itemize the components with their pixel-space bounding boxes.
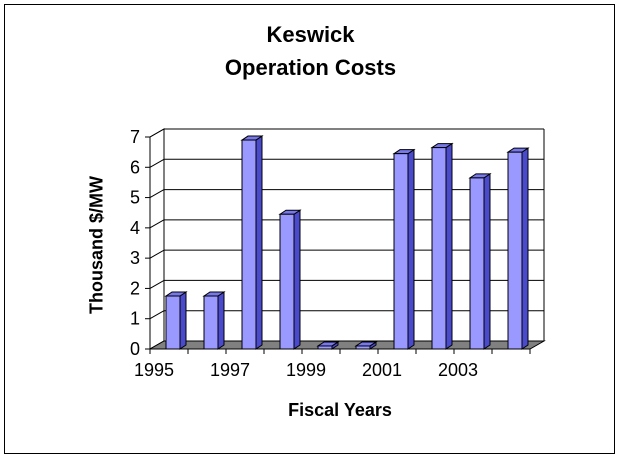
y-tick-label-7: 7 xyxy=(130,127,140,147)
bar-2001-side xyxy=(407,148,415,350)
bar-2002-side xyxy=(445,142,453,350)
bar-1995-side xyxy=(179,291,187,350)
bar-2000 xyxy=(355,345,371,350)
bar-1998 xyxy=(279,213,295,350)
bar-2003 xyxy=(469,177,485,350)
bar-2004 xyxy=(507,151,523,350)
y-tick-label-4: 4 xyxy=(130,218,140,238)
chart-title: Keswick Operation Costs xyxy=(0,18,621,84)
bar-2002 xyxy=(431,147,447,350)
left-wall-tick-3 xyxy=(149,249,165,259)
bar-1998-side xyxy=(293,209,301,350)
bar-1996 xyxy=(203,295,219,350)
bar-1997-side xyxy=(255,135,263,350)
y-tick-label-0: 0 xyxy=(130,339,140,359)
chart-title-line-2: Operation Costs xyxy=(224,55,397,80)
left-wall xyxy=(149,128,165,350)
bar-2003-side xyxy=(483,172,491,350)
left-wall-tick-2 xyxy=(149,279,165,289)
x-tick-label-1999: 1999 xyxy=(286,360,326,380)
bar-2001 xyxy=(393,153,409,350)
chart-title-line-1: Keswick xyxy=(266,22,355,47)
bar-1999 xyxy=(317,345,333,350)
x-tick-label-2003: 2003 xyxy=(438,360,478,380)
left-wall-tick-5 xyxy=(149,189,165,199)
x-tick-label-1997: 1997 xyxy=(210,360,250,380)
bar-1995 xyxy=(165,295,181,350)
y-tick-label-1: 1 xyxy=(130,309,140,329)
left-wall-tick-1 xyxy=(149,310,165,320)
bar-1996-side xyxy=(217,291,225,350)
y-tick-label-5: 5 xyxy=(130,188,140,208)
left-wall-tick-6 xyxy=(149,158,165,168)
bar-1997 xyxy=(241,139,257,350)
x-tick-label-2001: 2001 xyxy=(362,360,402,380)
y-tick-label-2: 2 xyxy=(130,278,140,298)
x-axis-label: Fiscal Years xyxy=(288,400,392,420)
left-wall-tick-7 xyxy=(149,128,165,138)
bar-2004-side xyxy=(521,147,529,350)
y-tick-label-6: 6 xyxy=(130,157,140,177)
x-tick-label-1995: 1995 xyxy=(134,360,174,380)
y-tick-label-3: 3 xyxy=(130,248,140,268)
left-wall-tick-4 xyxy=(149,219,165,229)
